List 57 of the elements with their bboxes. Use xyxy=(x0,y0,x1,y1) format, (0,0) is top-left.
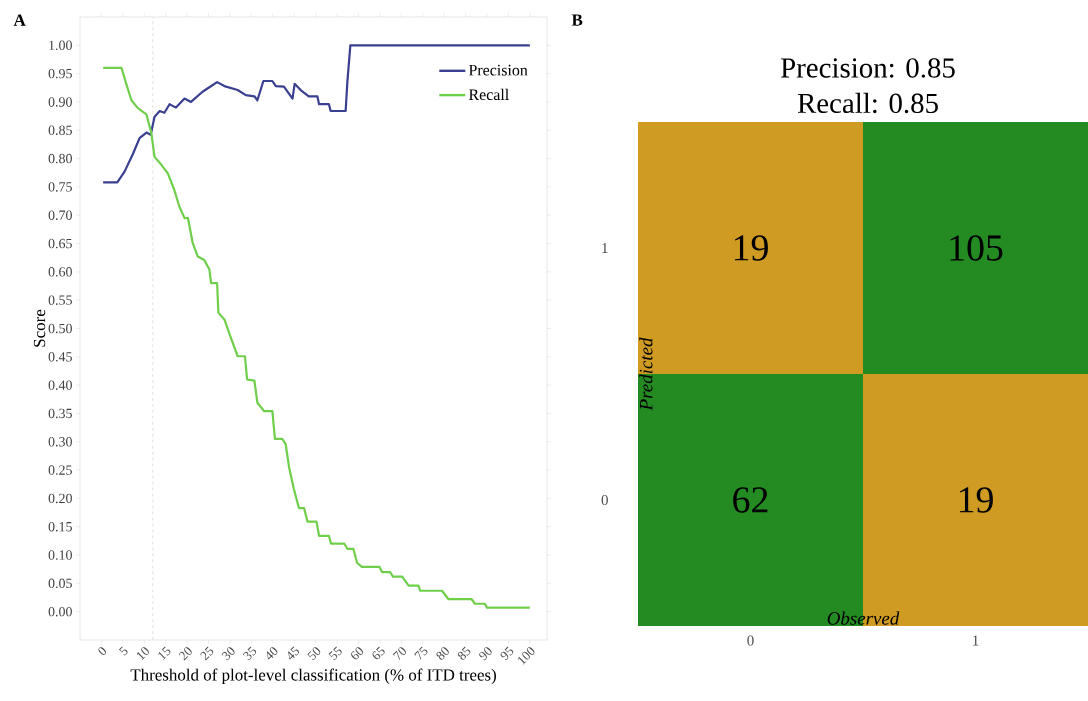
x-tick-label: 80 xyxy=(436,647,449,660)
x-tick-label: 95 xyxy=(500,646,514,661)
x-axis-title: Threshold of plot-level classification (% of ITD trees) xyxy=(130,668,496,685)
x-tick-label: 0 xyxy=(98,647,107,655)
x-tick-label: 90 xyxy=(479,647,492,661)
x-tick-label: 100 xyxy=(517,647,535,665)
y-tick-label: 0.05 xyxy=(48,578,72,589)
y-tick-label: 0.25 xyxy=(48,465,72,475)
data-label: 105 xyxy=(950,235,1003,261)
y-tick-label: 0.30 xyxy=(48,437,72,447)
y-axis-title: Predicted xyxy=(639,337,653,411)
y-tick-label: 0.85 xyxy=(48,125,72,136)
y-tick-label: 0.35 xyxy=(48,408,72,419)
x-tick-label: 75 xyxy=(414,646,428,660)
y-tick-label: 0.55 xyxy=(48,295,72,305)
x-tick-label: 40 xyxy=(266,647,278,660)
x-tick-label: 20 xyxy=(178,647,192,661)
x-tick-label: 45 xyxy=(288,646,299,660)
y-tick-label: 0.70 xyxy=(48,210,72,220)
y-tick-label: 0.15 xyxy=(48,521,72,532)
y-tick-label: 0.50 xyxy=(48,323,72,334)
y-tick-label: 0.95 xyxy=(48,68,72,79)
x-tick-label: 85 xyxy=(457,646,471,660)
chart-title: Precision: 0.85 xyxy=(780,58,955,78)
y-tick-label: 0.65 xyxy=(48,238,72,249)
legend-label: Precision xyxy=(468,64,528,76)
chart-subtitle: Recall: 0.85 xyxy=(797,92,938,114)
text: B xyxy=(571,14,583,26)
x-tick-label: 35 xyxy=(243,646,257,661)
x-tick-label: 65 xyxy=(372,646,385,660)
x-tick-label: 30 xyxy=(221,647,235,661)
y-tick-label: 0.10 xyxy=(48,550,72,560)
y-tick-label: 0.40 xyxy=(48,380,72,390)
y-axis-title: Score xyxy=(33,309,46,347)
data-label: 19 xyxy=(734,235,768,261)
y-tick-label: 0.90 xyxy=(48,97,72,107)
line-series xyxy=(102,66,531,609)
y-tick-label: 0.20 xyxy=(48,493,72,504)
text: A xyxy=(13,14,26,26)
legend-label: Recall xyxy=(468,88,509,101)
x-tick-label: 70 xyxy=(392,647,406,660)
x-tick-label: 5 xyxy=(119,646,128,656)
y-tick-label: 0.60 xyxy=(48,267,72,277)
x-tick-label: 10 xyxy=(136,647,149,661)
x-axis-title: Observed xyxy=(827,611,900,625)
x-tick-label: 50 xyxy=(307,647,321,661)
y-tick-label: 0.00 xyxy=(48,606,72,617)
x-tick-label: 55 xyxy=(328,646,342,661)
x-tick-label: 15 xyxy=(158,646,171,661)
x-tick-label: 25 xyxy=(200,646,214,661)
y-tick-label: 0.75 xyxy=(48,182,72,192)
x-tick-label: 60 xyxy=(351,647,364,660)
y-tick-label: 1.00 xyxy=(49,40,72,51)
data-label: 19 xyxy=(959,487,993,513)
y-tick-label: 0.80 xyxy=(48,153,72,164)
y-tick-label: 0.45 xyxy=(48,352,72,362)
data-label: 62 xyxy=(733,487,768,513)
